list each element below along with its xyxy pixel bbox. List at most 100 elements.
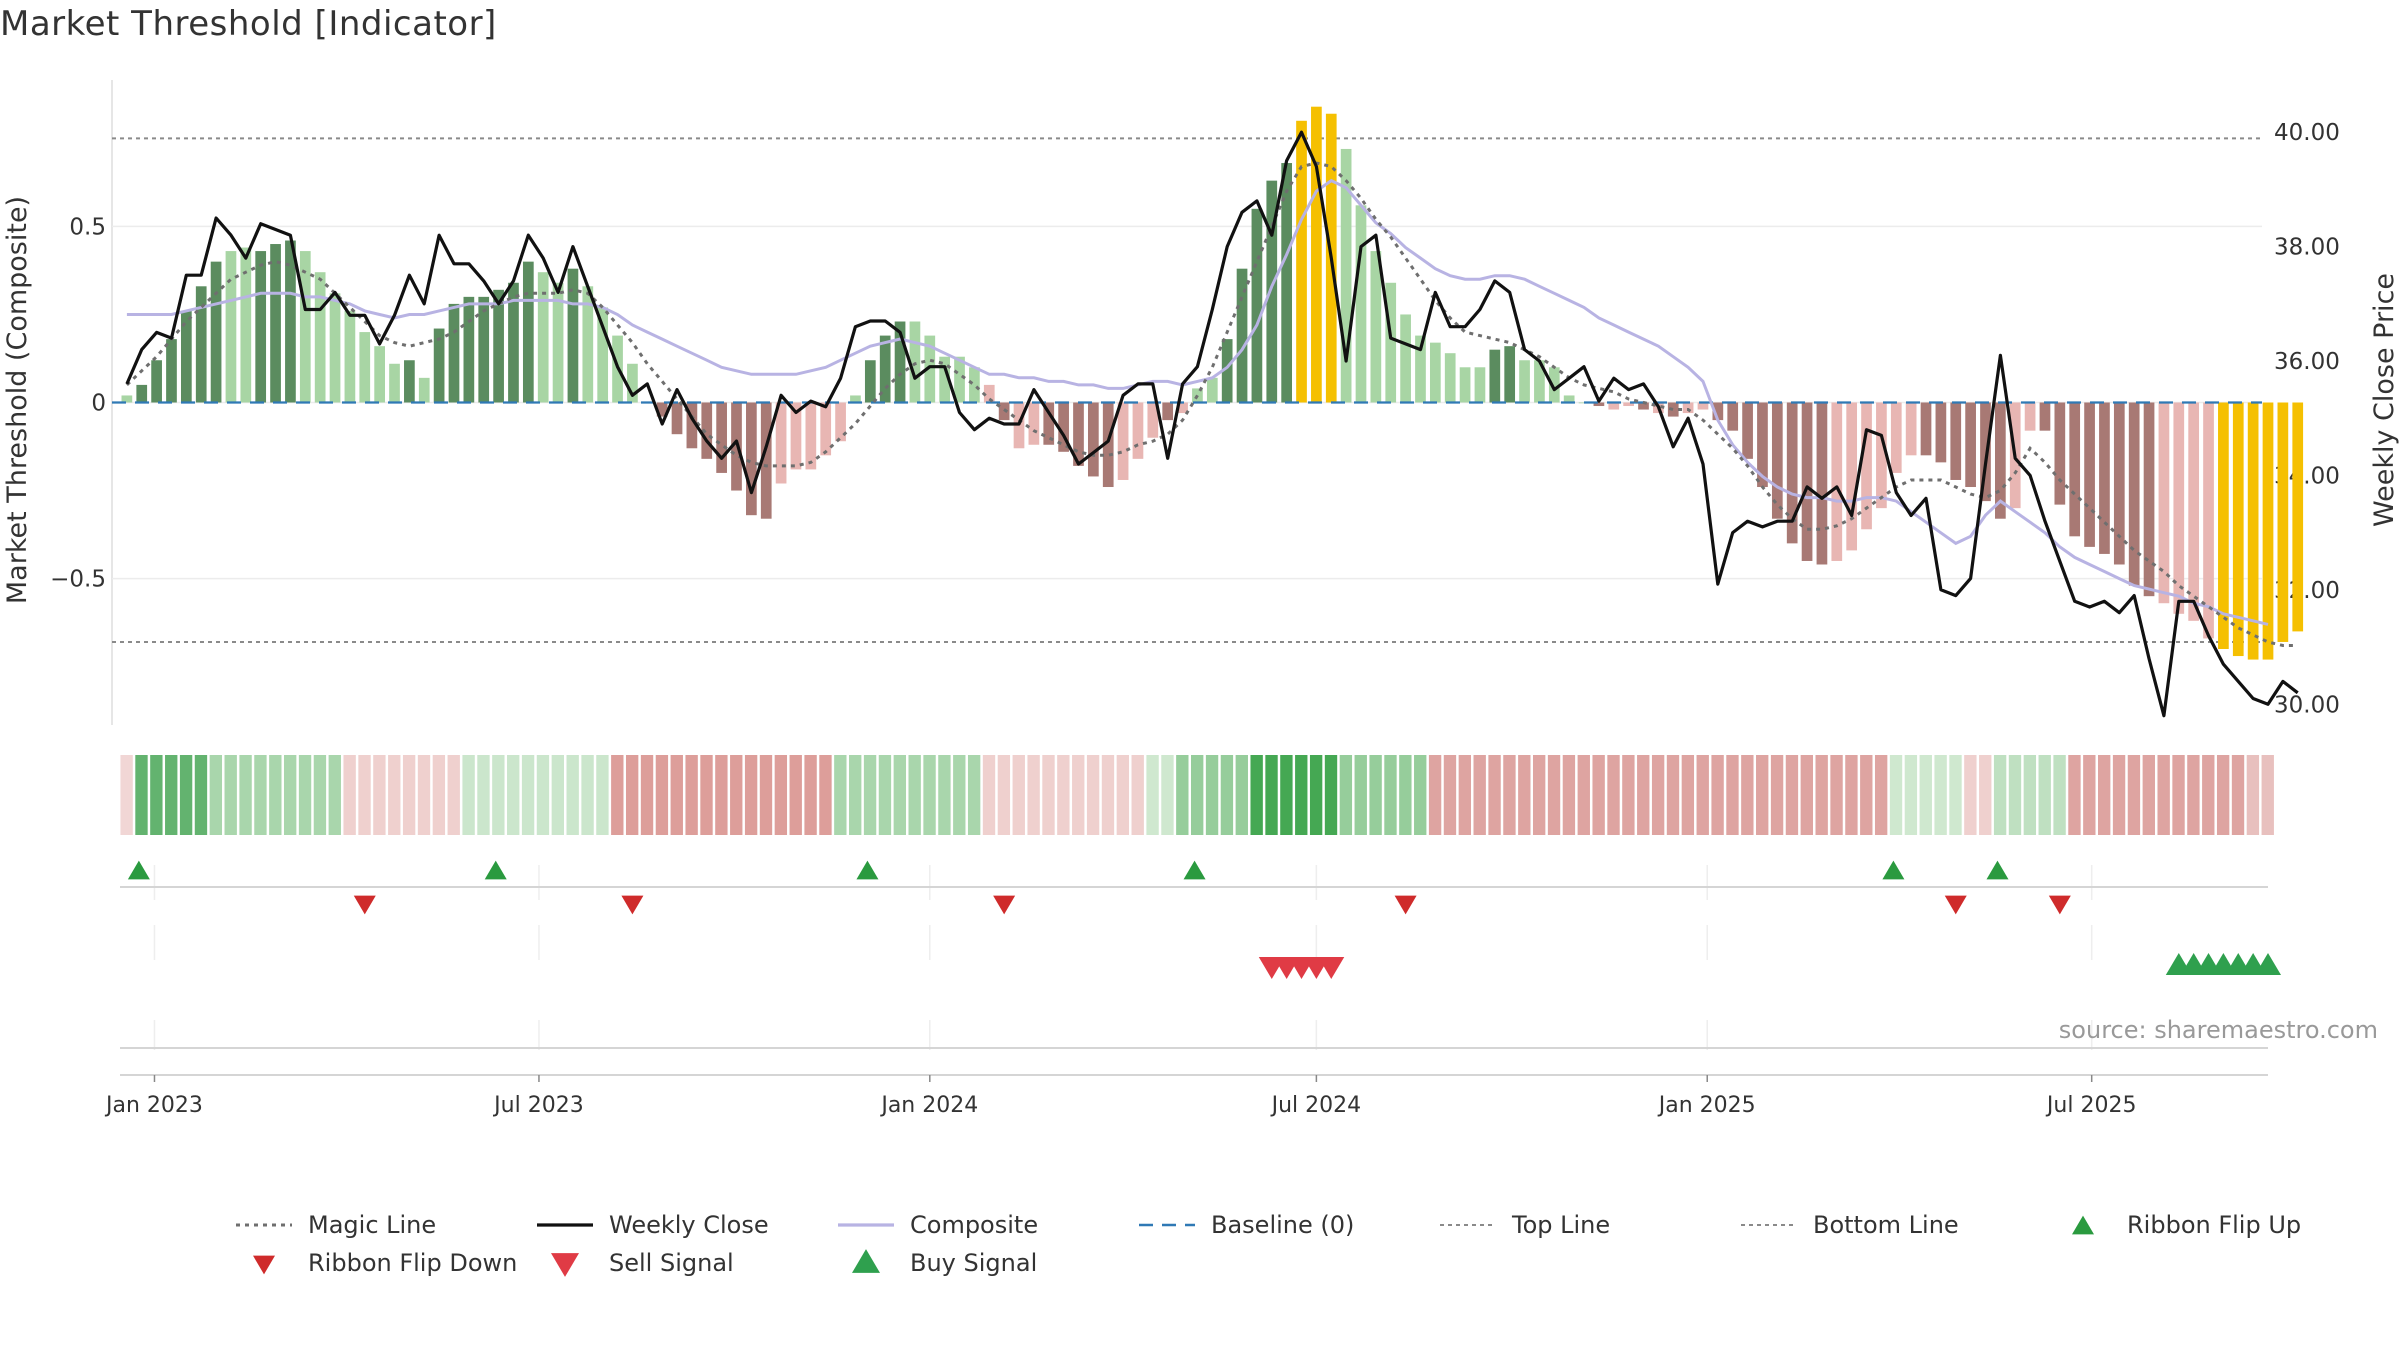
composite-bar <box>1311 106 1322 403</box>
composite-bar <box>2099 402 2110 554</box>
ribbon-cell <box>135 755 148 835</box>
legend-item: Sell Signal <box>609 1249 734 1277</box>
ribbon-cell <box>2246 755 2260 835</box>
ribbon-cell <box>1027 755 1040 835</box>
ribbon-cell <box>804 755 817 835</box>
ribbon-cell <box>2157 755 2170 835</box>
ribbon-cell <box>938 755 951 835</box>
ribbon-cell <box>1562 755 1576 835</box>
ribbon-cell <box>819 755 832 835</box>
ribbon-cell <box>1756 755 1769 835</box>
legend-item: Ribbon Flip Up <box>2127 1211 2301 1239</box>
composite-bar <box>1266 180 1278 403</box>
composite-bar <box>448 303 460 403</box>
ribbon-cell <box>1384 755 1397 835</box>
composite-bar <box>1861 402 1872 530</box>
ribbon-cell <box>1503 755 1516 835</box>
composite-line <box>126 178 2269 626</box>
composite-bar <box>790 402 802 470</box>
composite-bar <box>746 402 757 516</box>
ribbon-cell <box>1176 755 1189 835</box>
composite-bar <box>1742 402 1753 459</box>
ribbon-cell <box>1681 755 1695 835</box>
legend-item: Top Line <box>1440 1211 1610 1239</box>
ribbon-cell <box>373 755 386 835</box>
composite-bar <box>1251 208 1263 403</box>
composite-bar <box>1444 353 1456 403</box>
ribbon-cell <box>923 755 936 835</box>
triangle-up-green-large-icon <box>852 1249 880 1273</box>
composite-bar <box>136 384 148 403</box>
ribbon-flip-down-marker <box>993 895 1016 915</box>
ribbon-cell <box>581 755 594 835</box>
legend-label: Composite <box>910 1211 1038 1239</box>
composite-bar <box>1950 402 1962 480</box>
legend-item: Bottom Line <box>1741 1211 1959 1239</box>
triangle-up-green-icon <box>2072 1215 2094 1235</box>
composite-bar <box>1043 402 1055 445</box>
ribbon-cell <box>521 755 535 835</box>
ribbon-cell <box>1934 755 1947 835</box>
ribbon-cell <box>1964 755 1977 835</box>
ribbon-cell <box>655 755 669 835</box>
composite-bar <box>2277 402 2289 642</box>
ribbon-cell <box>1904 755 1918 835</box>
composite-bar <box>909 321 921 403</box>
legend-label: Bottom Line <box>1813 1211 1959 1239</box>
composite-bar <box>1504 346 1516 403</box>
ribbon-cell <box>1458 755 1472 835</box>
buy-signal-marker <box>2255 952 2281 976</box>
composite-bar <box>314 272 326 403</box>
legend-item: Magic Line <box>236 1211 436 1239</box>
ribbon-cell <box>1874 755 1888 835</box>
composite-bar <box>597 307 609 403</box>
y-axis-title-right: Weekly Close Price <box>2369 273 2400 527</box>
composite-bar <box>954 356 965 403</box>
ribbon-cell <box>2172 755 2185 835</box>
ribbon-flip-up-marker <box>856 860 879 880</box>
ribbon-cell <box>1072 755 1085 835</box>
composite-bar <box>1712 402 1724 421</box>
composite-bar <box>2188 402 2200 621</box>
legend-label: Top Line <box>1511 1211 1610 1239</box>
ribbon-cell <box>492 755 505 835</box>
ribbon-cell <box>1696 755 1709 835</box>
composite-bar <box>225 251 237 403</box>
sell-signal-marker <box>1318 956 1345 980</box>
ribbon-cell <box>239 755 252 835</box>
ribbon-cell <box>1547 755 1561 835</box>
ribbon-cell <box>1979 755 1992 835</box>
composite-bar <box>210 261 222 403</box>
ribbon-cell <box>640 755 654 835</box>
composite-bar <box>195 286 207 403</box>
triangle-down-red-icon <box>253 1255 275 1275</box>
composite-bar <box>805 402 817 470</box>
ribbon-cell <box>908 755 921 835</box>
composite-bar <box>1489 349 1501 403</box>
ribbon-cell <box>982 755 996 835</box>
composite-bar <box>2262 402 2274 660</box>
ribbon-cell <box>730 755 743 835</box>
ribbon-cell <box>536 755 550 835</box>
ribbon-cell <box>744 755 758 835</box>
ribbon-cell <box>1800 755 1813 835</box>
composite-bar <box>1236 268 1248 403</box>
ribbon-cell <box>120 755 133 835</box>
ribbon-cell <box>1770 755 1784 835</box>
ribbon-cell <box>1532 755 1546 835</box>
x-tick-label: Jul 2023 <box>492 1093 584 1118</box>
ribbon-cell <box>1116 755 1130 835</box>
composite-bar <box>686 402 698 449</box>
composite-bar <box>2113 402 2125 565</box>
composite-bar <box>344 310 356 403</box>
composite-bar <box>359 332 371 403</box>
composite-bar <box>1846 402 1858 551</box>
ribbon-cell <box>1845 755 1858 835</box>
composite-bar <box>1935 402 1947 463</box>
ribbon-cell <box>224 755 237 835</box>
y-tick-label-right: 40.00 <box>2274 120 2340 146</box>
ribbon-cell <box>1369 755 1382 835</box>
composite-bar <box>1965 402 1976 488</box>
composite-bar <box>389 363 400 403</box>
